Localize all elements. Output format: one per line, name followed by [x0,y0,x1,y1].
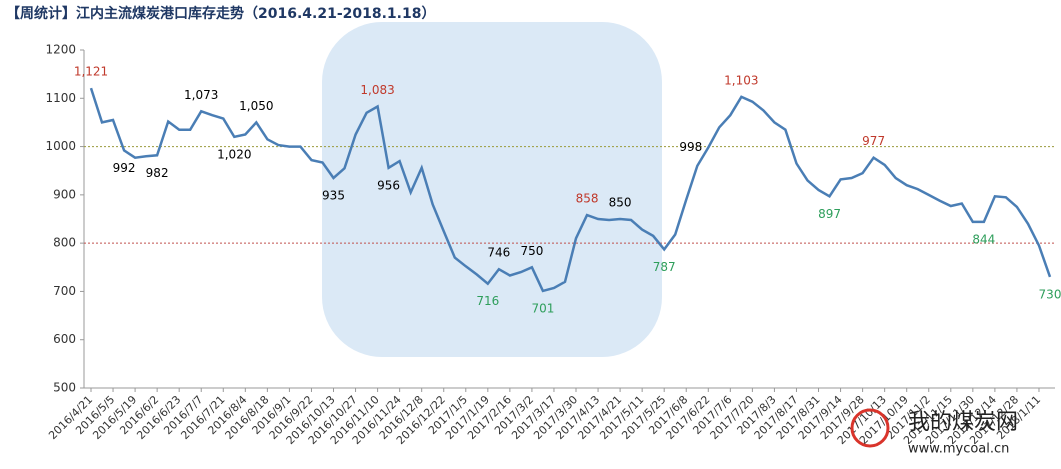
data-label: 982 [146,166,169,180]
data-label: 956 [377,178,400,192]
data-label: 1,103 [724,73,758,87]
y-tick-label: 900 [53,187,76,201]
y-tick-label: 600 [53,332,76,346]
y-tick-label: 800 [53,236,76,250]
data-label: 1,073 [184,88,218,102]
site-logo: 我的煤炭网 www.mycoal.cn [850,408,1018,457]
data-label: 998 [679,140,702,154]
site-name: 我的煤炭网 [908,410,1018,435]
data-label: 787 [653,260,676,274]
data-label: 1,050 [239,99,273,113]
site-url: www.mycoal.cn [908,442,1009,457]
y-tick-label: 1200 [45,43,76,57]
logo-icon [850,408,890,448]
data-label: 850 [609,196,632,210]
data-label: 1,121 [74,65,108,79]
chart-title: 【周统计】江内主流煤炭港口库存走势（2016.4.21-2018.1.18） [6,5,435,22]
data-label: 716 [476,294,499,308]
data-label: 1,083 [360,83,394,97]
data-label: 935 [322,188,345,202]
data-label: 746 [487,246,510,260]
watermark-logo [322,22,662,357]
data-label: 858 [576,192,599,206]
data-label: 844 [972,232,995,246]
y-tick-label: 500 [53,381,76,395]
data-label: 701 [531,301,554,315]
y-tick-label: 700 [53,284,76,298]
data-label: 977 [862,134,885,148]
y-tick-label: 1100 [45,91,76,105]
data-label: 750 [520,244,543,258]
data-line [89,87,1052,293]
data-label: 897 [818,207,841,221]
data-label: 992 [113,161,136,175]
y-tick-label: 1000 [45,139,76,153]
data-label: 730 [1039,287,1061,301]
data-label: 1,020 [217,147,251,161]
